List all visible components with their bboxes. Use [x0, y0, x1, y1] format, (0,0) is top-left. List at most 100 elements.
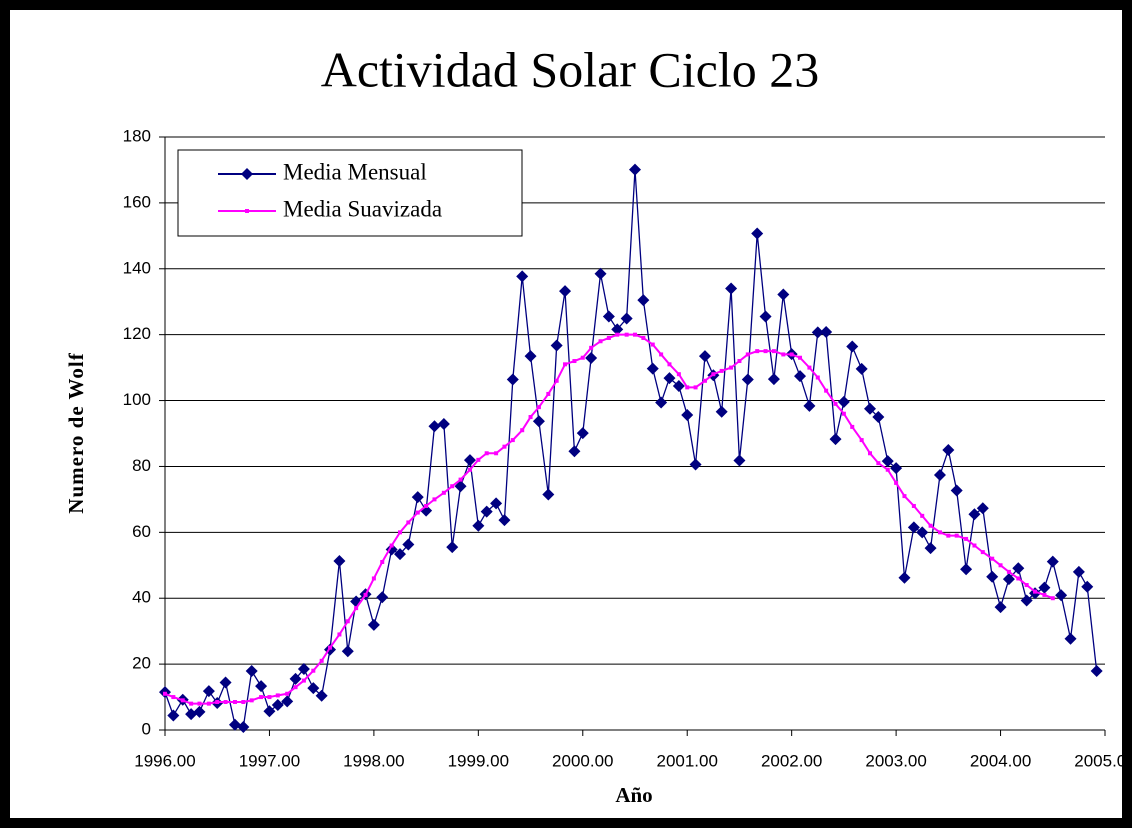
marker	[490, 497, 503, 510]
marker	[228, 718, 241, 731]
marker	[807, 365, 812, 370]
marker	[241, 699, 246, 704]
y-tick-label: 0	[142, 719, 151, 738]
x-tick-label: 2005.00	[1074, 751, 1132, 770]
marker	[367, 618, 380, 631]
marker	[629, 163, 641, 176]
marker	[641, 335, 646, 340]
x-tick-label: 1998.00	[343, 751, 404, 770]
marker	[824, 388, 829, 393]
marker	[937, 530, 942, 535]
marker	[1064, 632, 1077, 645]
marker	[398, 530, 402, 535]
marker	[467, 467, 472, 472]
marker	[180, 698, 185, 703]
marker	[789, 352, 794, 357]
marker	[550, 339, 563, 352]
marker	[1072, 565, 1085, 578]
marker	[237, 721, 250, 734]
marker	[249, 698, 254, 703]
marker	[846, 340, 859, 353]
x-axis-label: Año	[615, 783, 652, 807]
marker	[946, 533, 951, 538]
marker	[681, 409, 694, 422]
marker	[815, 375, 820, 380]
marker	[964, 536, 969, 541]
marker	[341, 645, 354, 658]
marker	[345, 619, 350, 624]
marker	[536, 405, 541, 410]
marker	[729, 365, 734, 370]
marker	[532, 415, 545, 428]
marker	[771, 349, 776, 354]
marker	[1038, 581, 1051, 594]
marker	[494, 451, 499, 456]
marker	[167, 709, 180, 722]
marker	[193, 705, 206, 718]
marker	[733, 454, 746, 467]
marker	[307, 682, 320, 695]
marker	[554, 378, 559, 383]
marker	[820, 326, 833, 339]
marker	[855, 362, 868, 375]
marker	[663, 372, 676, 385]
marker	[859, 438, 864, 443]
marker	[163, 691, 167, 696]
marker	[446, 541, 459, 554]
marker	[794, 370, 807, 383]
marker	[267, 695, 272, 700]
marker	[215, 699, 220, 704]
marker	[1024, 583, 1029, 588]
marker	[202, 685, 215, 698]
marker	[767, 373, 780, 386]
marker	[293, 685, 298, 690]
marker	[781, 352, 786, 357]
marker	[689, 458, 702, 471]
marker	[297, 663, 310, 676]
marker	[968, 508, 981, 521]
marker	[777, 288, 790, 301]
marker	[960, 563, 973, 576]
marker	[920, 513, 925, 518]
marker	[380, 559, 385, 564]
marker	[594, 267, 607, 280]
marker	[546, 391, 551, 396]
marker	[463, 454, 476, 467]
marker	[902, 494, 907, 499]
marker	[990, 556, 995, 561]
marker	[1055, 589, 1068, 602]
marker	[620, 312, 633, 325]
marker	[197, 701, 202, 706]
marker	[737, 359, 742, 364]
marker	[576, 427, 589, 440]
marker	[833, 401, 838, 406]
y-tick-label: 60	[132, 522, 151, 541]
y-axis-label: Numero de Wolf	[64, 352, 88, 513]
marker	[659, 352, 664, 357]
marker	[363, 592, 368, 597]
marker	[907, 521, 920, 534]
marker	[954, 533, 959, 538]
marker	[559, 285, 572, 298]
marker	[745, 352, 750, 357]
marker	[928, 523, 933, 528]
marker	[1020, 594, 1033, 607]
marker	[424, 503, 429, 508]
marker	[502, 444, 507, 449]
marker	[763, 349, 768, 354]
marker	[389, 543, 394, 548]
marker	[516, 270, 529, 283]
marker	[646, 362, 659, 375]
marker	[864, 402, 876, 415]
marker	[719, 368, 724, 373]
marker	[755, 349, 760, 354]
marker	[624, 332, 629, 337]
marker	[476, 457, 481, 462]
marker	[850, 424, 855, 429]
marker	[1016, 576, 1021, 581]
marker	[376, 591, 389, 604]
marker	[185, 708, 198, 721]
marker	[972, 543, 977, 548]
marker	[1050, 596, 1055, 601]
